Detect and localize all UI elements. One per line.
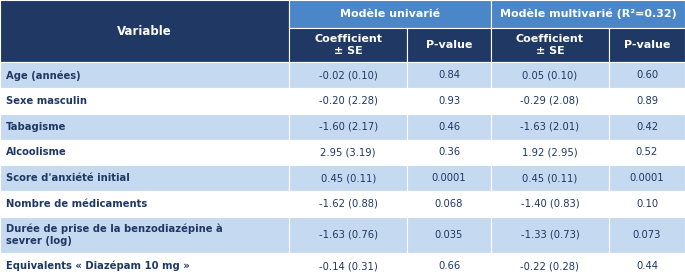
Text: -1.33 (0.73): -1.33 (0.73) [521,230,580,240]
Bar [407,28,491,62]
Text: Modèle univarié: Modèle univarié [340,9,440,19]
Text: P-value: P-value [426,40,472,50]
Bar [609,62,685,88]
Text: 0.10: 0.10 [636,199,658,209]
Bar [407,114,491,140]
Bar [407,165,491,191]
Bar [0,217,289,253]
Bar [407,88,491,114]
Bar [407,62,491,88]
Bar [609,191,685,217]
Text: -0.02 (0.10): -0.02 (0.10) [319,70,377,80]
Text: Score d'anxiété initial: Score d'anxiété initial [6,173,129,183]
Text: 0.0001: 0.0001 [432,173,466,183]
Bar [407,191,491,217]
Text: -0.14 (0.31): -0.14 (0.31) [319,261,377,271]
Text: -1.63 (0.76): -1.63 (0.76) [319,230,377,240]
Bar [0,62,289,88]
Bar [491,62,609,88]
Bar [609,28,685,62]
Bar [289,191,407,217]
Text: Age (années): Age (années) [6,70,81,81]
Text: Nombre de médicaments: Nombre de médicaments [6,199,147,209]
Text: 0.93: 0.93 [438,96,460,106]
Bar [609,165,685,191]
Text: 0.89: 0.89 [636,96,658,106]
Text: 0.52: 0.52 [636,147,658,157]
Text: -0.20 (2.28): -0.20 (2.28) [319,96,377,106]
Bar [609,217,685,253]
Bar [289,88,407,114]
Text: 0.0001: 0.0001 [630,173,664,183]
Text: 0.46: 0.46 [438,122,460,132]
Text: -1.62 (0.88): -1.62 (0.88) [319,199,377,209]
Bar [491,28,609,62]
Bar [289,28,407,62]
Bar [491,253,609,279]
Text: Modèle multivarié (R²=0.32): Modèle multivarié (R²=0.32) [499,9,676,19]
Bar [491,114,609,140]
Text: 0.60: 0.60 [636,70,658,80]
Bar [0,253,289,279]
Text: -1.63 (2.01): -1.63 (2.01) [521,122,580,132]
Bar [407,253,491,279]
Text: Coefficient
± SE: Coefficient ± SE [516,34,584,56]
Bar [0,140,289,165]
Text: 0.45 (0.11): 0.45 (0.11) [321,173,376,183]
Bar [609,140,685,165]
Bar [0,114,289,140]
Text: 0.84: 0.84 [438,70,460,80]
Bar [491,88,609,114]
Bar [289,217,407,253]
Bar [0,165,289,191]
Text: Variable: Variable [117,25,172,38]
Bar [491,140,609,165]
Text: 0.068: 0.068 [435,199,463,209]
Bar [491,191,609,217]
Text: Equivalents « Diazépam 10 mg »: Equivalents « Diazépam 10 mg » [6,261,190,271]
Text: -1.60 (2.17): -1.60 (2.17) [319,122,377,132]
Bar [289,114,407,140]
Text: 1.92 (2.95): 1.92 (2.95) [522,147,577,157]
Bar [609,253,685,279]
Text: 0.42: 0.42 [636,122,658,132]
Text: 2.95 (3.19): 2.95 (3.19) [321,147,376,157]
Text: 0.073: 0.073 [633,230,661,240]
Text: Tabagisme: Tabagisme [6,122,66,132]
Text: 0.035: 0.035 [435,230,463,240]
Text: -0.29 (2.08): -0.29 (2.08) [521,96,580,106]
Text: 0.44: 0.44 [636,261,658,271]
Text: Durée de prise de la benzodiazépine à
sevrer (log): Durée de prise de la benzodiazépine à se… [6,224,223,246]
Bar [289,62,407,88]
Text: 0.45 (0.11): 0.45 (0.11) [522,173,577,183]
Bar [289,165,407,191]
Bar [491,217,609,253]
Bar [289,0,491,28]
Bar [491,0,685,28]
Text: Alcoolisme: Alcoolisme [6,147,66,157]
Bar [491,165,609,191]
Bar [0,191,289,217]
Bar [289,253,407,279]
Text: 0.36: 0.36 [438,147,460,157]
Bar [0,88,289,114]
Text: P-value: P-value [624,40,670,50]
Text: 0.05 (0.10): 0.05 (0.10) [523,70,577,80]
Text: -1.40 (0.83): -1.40 (0.83) [521,199,580,209]
Bar [0,0,289,62]
Text: Sexe masculin: Sexe masculin [6,96,87,106]
Bar [407,217,491,253]
Bar [289,140,407,165]
Text: 0.66: 0.66 [438,261,460,271]
Text: -0.22 (0.28): -0.22 (0.28) [521,261,580,271]
Bar [609,114,685,140]
Text: Coefficient
± SE: Coefficient ± SE [314,34,382,56]
Bar [609,88,685,114]
Bar [407,140,491,165]
